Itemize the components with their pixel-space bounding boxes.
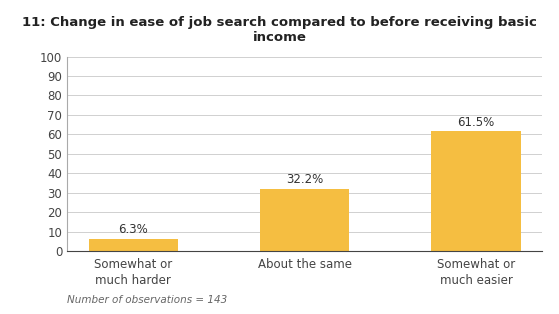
Text: Number of observations = 143: Number of observations = 143 xyxy=(67,295,228,305)
Bar xyxy=(432,132,520,251)
Text: 61.5%: 61.5% xyxy=(457,116,495,128)
Text: 11: Change in ease of job search compared to before receiving basic income: 11: Change in ease of job search compare… xyxy=(22,16,537,44)
Text: 6.3%: 6.3% xyxy=(119,223,148,236)
Bar xyxy=(89,239,178,251)
Bar xyxy=(260,188,349,251)
Text: 32.2%: 32.2% xyxy=(286,173,323,186)
